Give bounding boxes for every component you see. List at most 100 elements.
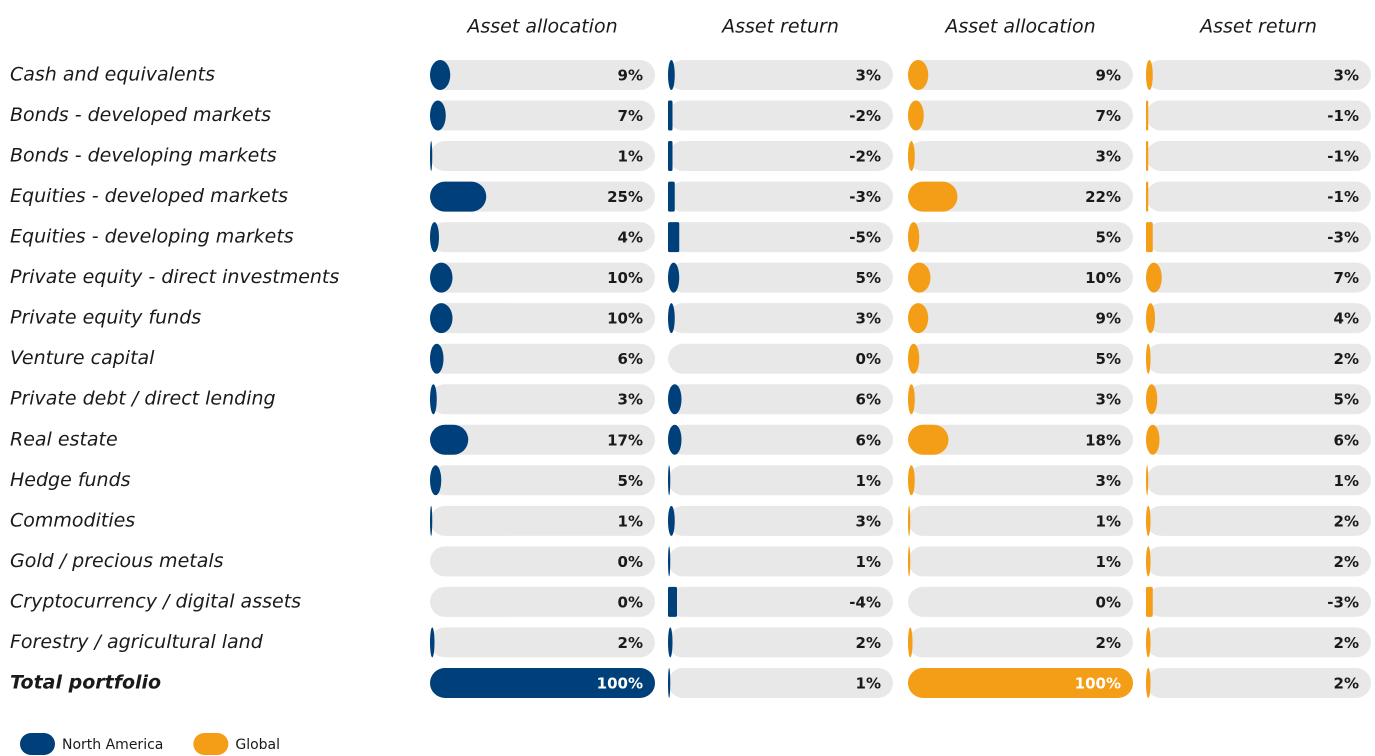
track xyxy=(1146,60,1371,90)
value-label: 2% xyxy=(1334,512,1359,530)
value-label: 22% xyxy=(1085,188,1121,206)
track xyxy=(430,222,655,253)
bar xyxy=(908,667,1133,698)
category-label: Equities - developed markets xyxy=(10,185,288,207)
value-label: 7% xyxy=(1334,269,1359,287)
value-label: -3% xyxy=(1327,593,1359,611)
track xyxy=(668,303,893,334)
value-label: -4% xyxy=(849,593,881,611)
bar xyxy=(908,424,949,455)
value-label: 10% xyxy=(607,310,643,328)
bar xyxy=(668,141,673,172)
value-label: 3% xyxy=(1096,472,1121,490)
track xyxy=(1146,262,1371,293)
track xyxy=(668,546,893,577)
bar xyxy=(668,262,680,293)
value-label: 5% xyxy=(1096,229,1121,247)
value-label: 1% xyxy=(856,674,881,692)
bar xyxy=(668,303,675,334)
value-label: 2% xyxy=(1334,634,1359,652)
value-label: 4% xyxy=(1334,310,1359,328)
track xyxy=(908,586,1133,617)
category-label: Commodities xyxy=(10,509,135,531)
category-label: Total portfolio xyxy=(10,671,161,693)
track xyxy=(908,303,1133,334)
bar xyxy=(908,262,931,293)
bar xyxy=(668,181,675,212)
track xyxy=(430,343,655,374)
bar xyxy=(430,100,446,131)
category-label: Cryptocurrency / digital assets xyxy=(10,590,301,612)
bar xyxy=(430,141,433,172)
value-label: 2% xyxy=(1334,553,1359,571)
track xyxy=(668,141,893,172)
track xyxy=(1146,384,1371,415)
value-label: 1% xyxy=(1334,472,1359,490)
category-label: Private equity funds xyxy=(10,307,201,329)
track xyxy=(430,424,655,455)
track xyxy=(430,627,655,658)
value-label: -3% xyxy=(849,188,881,206)
value-label: 6% xyxy=(856,391,881,409)
bar xyxy=(668,384,682,415)
bar xyxy=(908,465,915,496)
value-label: 3% xyxy=(1096,148,1121,166)
legend-swatch xyxy=(20,733,55,755)
bar xyxy=(430,424,469,455)
value-label: 10% xyxy=(1085,269,1121,287)
track xyxy=(668,465,893,496)
value-label: 1% xyxy=(1096,553,1121,571)
track xyxy=(1146,181,1371,212)
category-label: Hedge funds xyxy=(10,469,131,491)
bar xyxy=(430,667,655,698)
value-label: 3% xyxy=(618,391,643,409)
value-label: 100% xyxy=(597,674,643,692)
value-label: 9% xyxy=(618,67,643,85)
value-label: 2% xyxy=(1096,634,1121,652)
value-label: 9% xyxy=(1096,67,1121,85)
value-label: 5% xyxy=(1334,391,1359,409)
value-label: 4% xyxy=(618,229,643,247)
value-label: 6% xyxy=(856,431,881,449)
track xyxy=(1146,667,1371,698)
track xyxy=(1146,465,1371,496)
value-label: 1% xyxy=(856,472,881,490)
bar xyxy=(668,667,671,698)
value-label: 1% xyxy=(618,148,643,166)
bar xyxy=(430,505,433,536)
value-label: 2% xyxy=(856,634,881,652)
bar xyxy=(1146,181,1149,212)
bar xyxy=(908,343,920,374)
value-label: -1% xyxy=(1327,188,1359,206)
value-label: 3% xyxy=(1096,391,1121,409)
track xyxy=(1146,546,1371,577)
bar xyxy=(668,627,673,658)
bar xyxy=(908,627,913,658)
track xyxy=(430,465,655,496)
bar xyxy=(430,303,453,334)
bar xyxy=(1146,505,1151,536)
track xyxy=(430,505,655,536)
value-label: 7% xyxy=(1096,107,1121,125)
bar xyxy=(430,181,487,212)
value-label: -2% xyxy=(849,148,881,166)
track xyxy=(908,505,1133,536)
track xyxy=(908,100,1133,131)
track xyxy=(908,141,1133,172)
category-label: Equities - developing markets xyxy=(10,226,294,248)
track xyxy=(1146,424,1371,455)
value-label: 7% xyxy=(618,107,643,125)
bar xyxy=(430,262,453,293)
bar xyxy=(430,384,437,415)
track xyxy=(1146,100,1371,131)
track xyxy=(1146,627,1371,658)
bar xyxy=(1146,303,1155,334)
track xyxy=(668,667,893,698)
bar xyxy=(908,222,920,253)
value-label: 5% xyxy=(856,269,881,287)
category-label: Forestry / agricultural land xyxy=(10,631,264,653)
legend-label: North America xyxy=(62,737,163,753)
bar xyxy=(908,505,911,536)
category-label: Private equity - direct investments xyxy=(10,266,339,288)
